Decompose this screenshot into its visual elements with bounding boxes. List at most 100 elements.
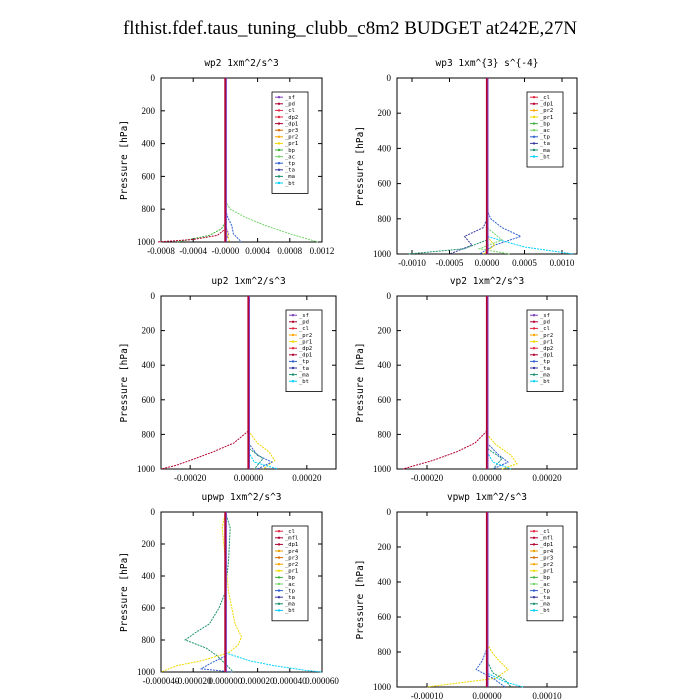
legend-label: _pd xyxy=(285,102,295,108)
x-tick-label: 0.0000 xyxy=(475,258,500,268)
legend-marker xyxy=(532,327,536,330)
x-tick-label: -0.0004 xyxy=(179,246,207,256)
legend-marker xyxy=(291,333,295,337)
legend-label: _pr1 xyxy=(540,569,553,575)
y-tick-label: 600 xyxy=(142,395,156,405)
panel-title: vp2 1xm^2/s^3 xyxy=(450,276,524,287)
legend-label: _bt xyxy=(540,154,550,160)
y-tick-label: 200 xyxy=(378,108,392,118)
panel-title: up2 1xm^2/s^3 xyxy=(211,276,285,287)
legend-label: _pd xyxy=(540,320,550,326)
y-tick-label: 400 xyxy=(378,577,392,587)
legend-marker xyxy=(277,155,281,158)
legend-marker xyxy=(532,96,536,99)
x-tick-label: -0.00020 xyxy=(411,473,444,483)
legend-marker xyxy=(532,122,536,125)
legend-label: _tp xyxy=(540,359,550,365)
legend-label: _ma xyxy=(540,148,550,154)
legend-label: _dp2 xyxy=(299,346,312,352)
series-line-bt xyxy=(486,512,524,688)
x-tick-label: -0.00010 xyxy=(411,691,444,700)
legend-label: _ma xyxy=(285,174,295,180)
legend-label: _tp xyxy=(285,161,295,167)
x-tick-label: 0.000000 xyxy=(209,676,243,686)
chart-panel-3: vp2 1xm^2/s^3 Pressure [hPa] 0 200 400 600 800… xyxy=(355,276,578,483)
y-tick-label: 800 xyxy=(142,429,156,439)
legend-marker xyxy=(277,556,281,559)
legend-marker xyxy=(532,135,536,138)
y-tick-label: 0 xyxy=(387,507,392,517)
legend-label: _ta xyxy=(285,168,295,174)
legend-marker xyxy=(277,609,281,612)
series-line-pr1 xyxy=(426,512,509,688)
y-tick-label: 800 xyxy=(378,429,392,439)
legend-marker xyxy=(277,109,281,112)
legend-box xyxy=(526,309,564,392)
legend-marker xyxy=(291,353,295,356)
legend-label: _dp1 xyxy=(299,353,312,359)
legend-label: _ta xyxy=(540,141,550,147)
series-line-pr1 xyxy=(486,296,518,470)
legend-marker xyxy=(291,314,295,317)
x-tick-label: -0.000040 xyxy=(143,676,180,686)
series-line-tp xyxy=(475,512,506,688)
x-tick-label: 0.0012 xyxy=(310,246,335,256)
legend-marker xyxy=(532,347,536,350)
legend-marker xyxy=(277,115,281,119)
y-axis-label: Pressure [hPa] xyxy=(119,552,130,632)
legend-label: _pr1 xyxy=(540,339,553,345)
legend-label: _ac xyxy=(540,582,550,588)
legend-label: _tp xyxy=(299,359,309,365)
legend-label: _pr3 xyxy=(285,555,298,561)
y-tick-label: 400 xyxy=(378,143,392,153)
legend-marker xyxy=(277,576,281,579)
y-tick-label: 400 xyxy=(378,360,392,370)
legend-marker xyxy=(532,373,536,376)
legend-label: _cl xyxy=(540,326,550,332)
legend-label: _dp1 xyxy=(540,542,553,548)
legend-marker xyxy=(277,96,281,99)
legend-marker xyxy=(532,115,536,119)
legend-marker xyxy=(277,162,281,165)
y-tick-label: 800 xyxy=(142,635,156,645)
series-line-tp xyxy=(199,512,232,673)
legend-marker xyxy=(532,314,536,317)
legend-marker xyxy=(277,181,281,185)
legend-label: _ta xyxy=(540,595,550,601)
x-tick-label: 0.00010 xyxy=(532,691,562,700)
legend-label: _tp xyxy=(285,588,295,594)
y-tick-label: 400 xyxy=(142,360,156,370)
legend-marker xyxy=(532,333,536,337)
legend-label: _ta xyxy=(540,366,550,372)
legend-box xyxy=(285,309,323,392)
legend-marker xyxy=(277,102,281,106)
series-line-ta xyxy=(449,78,488,255)
legend-marker xyxy=(532,582,536,586)
y-tick-label: 200 xyxy=(378,542,392,552)
chart-panel-0: wp2 1xm^2/s^3 Pressure [hPa] 0 200 400 600 800… xyxy=(119,58,334,256)
series-line-ma xyxy=(184,511,234,673)
legend-label: _bp xyxy=(285,148,295,154)
legend-marker xyxy=(291,347,295,350)
y-tick-label: 200 xyxy=(142,106,156,116)
y-tick-label: 600 xyxy=(378,612,392,622)
legend-label: _cl xyxy=(299,326,309,332)
legend-box xyxy=(526,91,564,168)
y-tick-label: 200 xyxy=(142,539,156,549)
legend-label: _bt xyxy=(285,608,295,614)
y-tick-label: 600 xyxy=(142,171,156,181)
legend-label: _cl xyxy=(540,95,550,101)
panel-title: vpwp 1xm^2/s^3 xyxy=(447,492,527,503)
x-tick-label: 0.000020 xyxy=(241,676,275,686)
legend-label: _tp xyxy=(540,135,550,141)
legend-marker xyxy=(277,148,281,152)
legend-marker xyxy=(532,556,536,559)
legend-marker xyxy=(291,380,295,383)
legend-box xyxy=(526,525,564,622)
legend-marker xyxy=(291,360,295,363)
legend-marker xyxy=(532,576,536,579)
legend-label: _pd xyxy=(299,320,309,326)
y-tick-label: 800 xyxy=(378,214,392,224)
x-tick-label: 0.0004 xyxy=(245,246,270,256)
legend-label: _ta xyxy=(299,366,309,372)
